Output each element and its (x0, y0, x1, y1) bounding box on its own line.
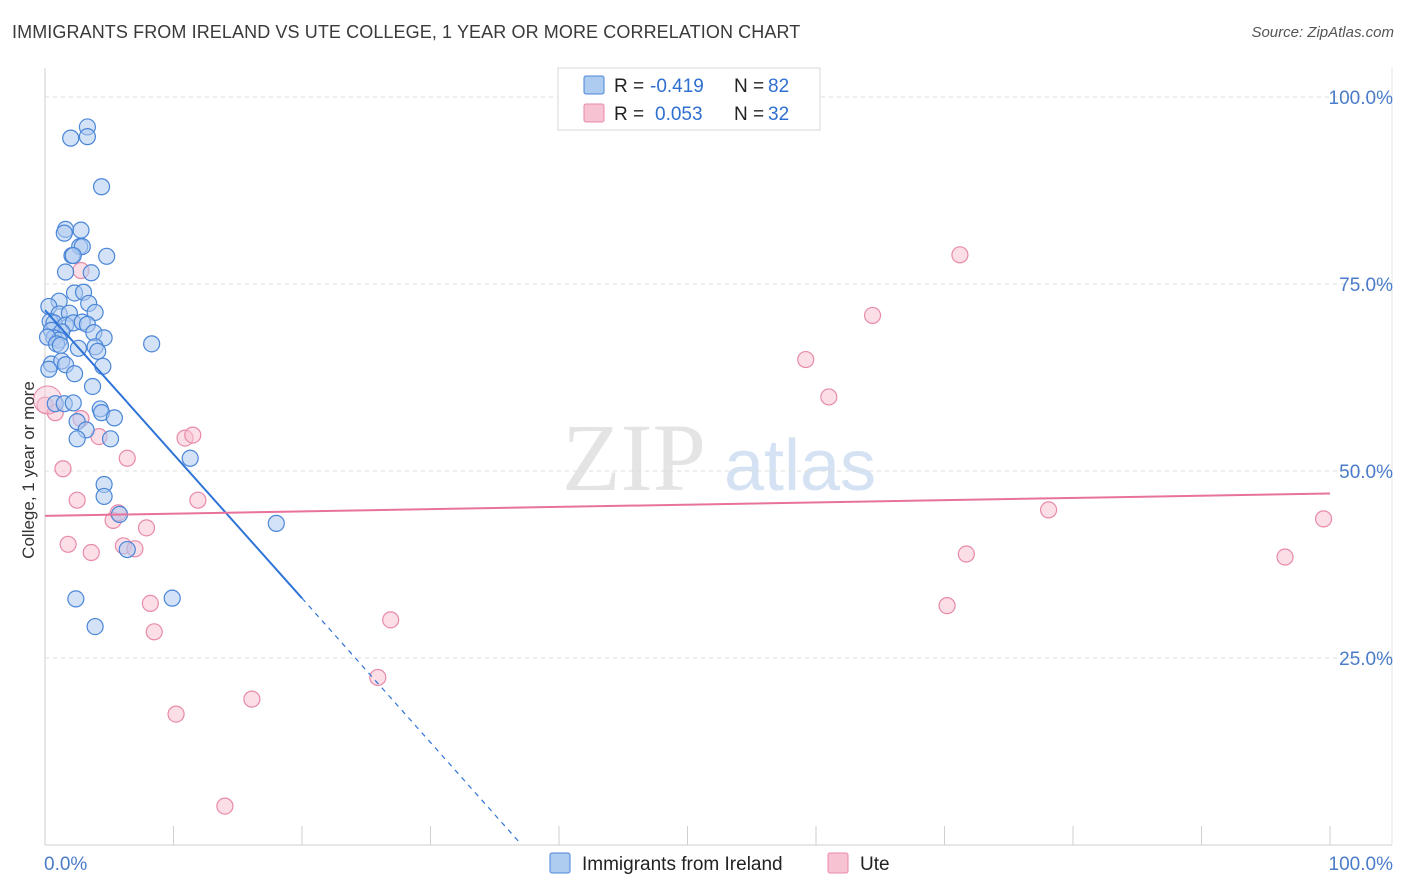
data-point-ireland (98, 247, 116, 265)
data-point-ireland (68, 430, 86, 448)
legend-r-label-ute: R = (614, 104, 644, 125)
y-tick-label: 100.0% (1329, 88, 1394, 109)
axes (44, 68, 1393, 846)
legend-r-value-ute: 0.053 (655, 104, 703, 125)
data-point-ireland (64, 394, 82, 412)
legend-n-value-ireland: 82 (768, 76, 789, 97)
legend-r-label-ireland: R = (614, 76, 644, 97)
bottom-legend-swatch-ute (827, 852, 849, 874)
data-point-ute (1039, 501, 1058, 519)
data-point-ireland (67, 590, 85, 608)
data-point-ireland (105, 409, 123, 427)
data-point-ireland (78, 128, 97, 146)
data-point-ute (1276, 548, 1294, 566)
data-point-ute (118, 449, 136, 467)
data-point-ute (137, 519, 156, 537)
data-point-ute (797, 350, 815, 369)
legend-r-value-ireland: -0.419 (650, 76, 704, 97)
data-point-ireland (40, 360, 58, 378)
y-tick-label: 50.0% (1339, 462, 1393, 483)
data-point-ute (938, 597, 956, 615)
data-point-ireland (267, 514, 285, 532)
data-point-ireland (95, 487, 113, 506)
chart-title: IMMIGRANTS FROM IRELAND VS UTE COLLEGE, … (12, 22, 801, 42)
trend-line-ireland-extension (301, 597, 521, 844)
data-point-ute (1314, 510, 1333, 528)
data-point-ute (59, 535, 77, 553)
watermark-atlas: atlas (724, 426, 876, 506)
bottom-legend-label-ireland: Immigrants from Ireland (582, 854, 783, 875)
x-tick-label: 0.0% (44, 854, 87, 875)
data-point-ireland (65, 365, 84, 383)
x-tick-label: 100.0% (1329, 854, 1394, 875)
data-point-ute (189, 491, 207, 509)
tick-labels: 25.0% 50.0% 75.0% 100.0% 0.0% 100.0% (44, 88, 1393, 875)
data-point-ireland (56, 263, 75, 281)
data-point-ute (68, 491, 86, 509)
trend-line-ute (44, 492, 1331, 517)
data-point-ireland (55, 224, 73, 242)
data-point-ireland (101, 430, 120, 448)
data-point-ute (184, 426, 202, 444)
data-point-ireland (62, 129, 80, 147)
bottom-legend-label-ute: Ute (860, 854, 890, 875)
data-point-ute (141, 594, 159, 612)
data-point-ireland (83, 377, 102, 396)
data-point-ute (369, 668, 387, 687)
legend-swatch-ireland (583, 75, 605, 95)
data-point-ute (82, 543, 100, 562)
trend-lines (44, 309, 1331, 844)
data-point-ute (216, 797, 234, 815)
data-point-ireland (51, 336, 70, 354)
data-point-ireland (163, 589, 181, 607)
data-point-ireland (94, 357, 112, 375)
watermark-zip: ZIP (562, 404, 706, 511)
data-point-ireland (72, 221, 90, 239)
data-point-ute (382, 611, 400, 629)
bottom-legend-swatch-ireland (549, 852, 571, 874)
data-point-ute (243, 690, 261, 708)
data-point-ireland (82, 264, 100, 282)
trend-line-ireland (44, 309, 303, 599)
ute-points (33, 246, 1333, 815)
y-tick-label: 75.0% (1339, 275, 1393, 296)
legend-n-value-ute: 32 (768, 104, 789, 125)
data-point-ute (863, 306, 882, 325)
data-point-ireland (86, 303, 104, 322)
data-point-ute (145, 623, 163, 641)
y-axis-label: College, 1 year or more (19, 381, 38, 559)
source-credit: Source: ZipAtlas.com (1251, 24, 1394, 41)
data-point-ireland (181, 449, 199, 467)
data-point-ireland (64, 246, 82, 265)
data-point-ireland (86, 617, 104, 636)
legend-n-label-ute: N = (734, 104, 764, 125)
data-point-ireland (118, 540, 136, 559)
data-point-ute (54, 460, 72, 478)
legend: R = -0.419 N = 82 R = 0.053 N = 32 (557, 67, 821, 131)
legend-n-label-ireland: N = (734, 76, 764, 97)
data-point-ute (820, 388, 838, 406)
data-point-ireland (89, 342, 107, 360)
data-point-ireland (143, 335, 161, 353)
data-point-ute (951, 246, 969, 264)
gridlines (45, 96, 1392, 659)
y-tick-label: 25.0% (1339, 649, 1393, 670)
data-point-ute (957, 545, 975, 563)
legend-swatch-ute (583, 103, 605, 123)
data-point-ute (167, 705, 185, 723)
data-point-ireland (92, 178, 111, 196)
bottom-legend: Immigrants from Ireland Ute (549, 852, 890, 875)
ireland-points (38, 118, 285, 636)
